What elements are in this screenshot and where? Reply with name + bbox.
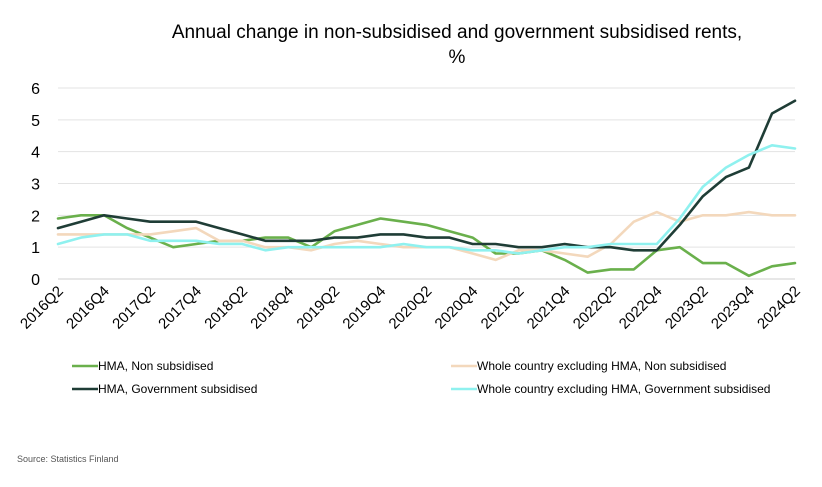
x-tick-label: 2016Q4 <box>63 283 113 333</box>
x-tick-label: 2020Q4 <box>432 283 482 333</box>
series-line-1 <box>56 214 797 278</box>
x-tick-label: 2020Q2 <box>386 283 436 333</box>
y-tick-label: 4 <box>31 145 40 162</box>
x-axis-ticks: 2016Q22016Q42017Q22017Q42018Q22018Q42019… <box>17 283 804 333</box>
legend-label: Whole country excluding HMA, Non subsidi… <box>477 359 726 373</box>
x-tick-label: 2024Q2 <box>754 283 804 333</box>
x-tick-label: 2017Q4 <box>155 283 205 333</box>
x-tick-label: 2023Q2 <box>662 283 712 333</box>
source-note: Source: Statistics Finland <box>17 454 119 464</box>
x-tick-label: 2018Q4 <box>247 283 297 333</box>
x-tick-label: 2016Q2 <box>17 283 67 333</box>
series-line-3 <box>56 99 797 252</box>
x-tick-label: 2018Q2 <box>201 283 251 333</box>
legend-label: HMA, Government subsidised <box>98 382 257 396</box>
x-tick-label: 2017Q2 <box>109 283 159 333</box>
x-tick-label: 2023Q4 <box>708 283 758 333</box>
y-axis-ticks: 0 1 2 3 4 5 6 <box>31 81 40 289</box>
series-line-4 <box>56 144 797 255</box>
series-lines <box>56 99 797 278</box>
chart-title-line-2: % <box>449 47 466 68</box>
legend: HMA, Non subsidised Whole country excludi… <box>72 359 770 396</box>
y-tick-label: 6 <box>31 81 40 98</box>
chart-title-line-1: Annual change in non-subsidised and gove… <box>172 22 742 43</box>
x-tick-label: 2019Q2 <box>293 283 343 333</box>
legend-label: Whole country excluding HMA, Government … <box>477 382 770 396</box>
y-tick-label: 1 <box>31 240 40 257</box>
y-tick-label: 3 <box>31 177 40 194</box>
x-tick-label: 2022Q2 <box>570 283 620 333</box>
y-tick-label: 2 <box>31 208 40 225</box>
y-tick-label: 5 <box>31 113 40 130</box>
x-tick-label: 2022Q4 <box>616 283 666 333</box>
x-tick-label: 2021Q2 <box>478 283 528 333</box>
y-tick-label: 0 <box>31 272 40 289</box>
legend-label: HMA, Non subsidised <box>98 359 213 373</box>
x-tick-label: 2019Q4 <box>339 283 389 333</box>
x-tick-label: 2021Q4 <box>524 283 574 333</box>
